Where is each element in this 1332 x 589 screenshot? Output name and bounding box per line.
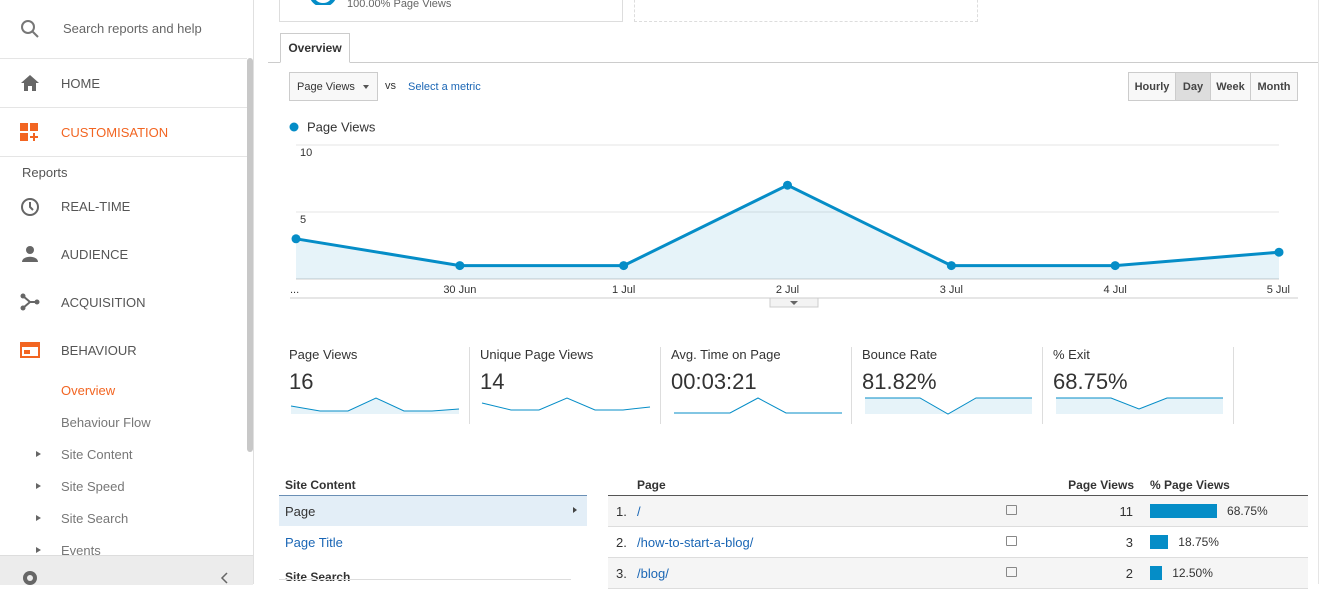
scrollbar[interactable]	[247, 58, 253, 452]
data-point	[291, 234, 301, 244]
audience-icon	[22, 246, 38, 262]
search-box[interactable]: Search reports and help	[63, 21, 202, 36]
nav-site-speed[interactable]: Site Speed	[61, 479, 125, 494]
nav-overview[interactable]: Overview	[61, 383, 116, 398]
percent-label: 18.75%	[1178, 535, 1219, 549]
row-index: 1.	[616, 504, 627, 519]
area-fill	[296, 185, 1279, 279]
open-page-icon[interactable]	[1006, 536, 1017, 546]
page-link[interactable]: /blog/	[637, 566, 669, 581]
sidebar-footer	[0, 555, 253, 585]
summary-text: 100.00% Page Views	[347, 0, 452, 10]
interval-week[interactable]: Week	[1210, 72, 1251, 101]
col-header-views: Page Views	[1068, 478, 1134, 492]
x-tick-label: ...	[290, 284, 299, 296]
nav-site-search[interactable]: Site Search	[61, 511, 129, 526]
site-content-title: Site Content	[285, 478, 356, 492]
nav-behaviour-flow[interactable]: Behaviour Flow	[61, 415, 151, 430]
open-page-icon[interactable]	[1006, 505, 1017, 515]
empty-card	[634, 0, 978, 22]
scorecard-value: 14	[480, 369, 505, 394]
behaviour-icon	[20, 342, 40, 358]
search-icon	[21, 20, 39, 38]
percent-label: 68.75%	[1227, 504, 1268, 518]
y-tick-label: 5	[300, 214, 306, 226]
x-tick-label: 1 Jul	[612, 284, 635, 296]
percent-bar	[1150, 566, 1163, 580]
data-point	[783, 180, 792, 190]
sidebar: Search reports and help HOME CUSTOMISATI…	[0, 0, 254, 585]
dimension-page-row[interactable]: Page	[279, 496, 587, 526]
page-link[interactable]: /	[637, 504, 641, 519]
y-tick-label: 10	[300, 147, 312, 159]
percent-bar	[1150, 504, 1218, 518]
percent-bar	[1150, 535, 1169, 549]
row-index: 2.	[616, 535, 627, 550]
interval-month[interactable]: Month	[1250, 72, 1298, 101]
interval-day[interactable]: Day	[1175, 72, 1211, 101]
nav-behaviour[interactable]: BEHAVIOUR	[61, 343, 137, 358]
page-views: 2	[1125, 566, 1133, 581]
scorecard-label: Bounce Rate	[862, 347, 938, 362]
tab-overview[interactable]: Overview	[280, 33, 350, 63]
scorecard-label: Unique Page Views	[480, 347, 594, 362]
data-point	[455, 261, 465, 271]
col-header-percent: % Page Views	[1150, 478, 1230, 492]
reports-heading: Reports	[22, 165, 68, 180]
scorecard-label: Page Views	[289, 347, 358, 362]
percent-label: 12.50%	[1172, 566, 1213, 580]
open-page-icon[interactable]	[1006, 567, 1017, 577]
summary-card: 100.00% Page Views	[279, 0, 623, 22]
customisation-icon	[20, 123, 38, 141]
x-tick-label: 5 Jul	[1267, 284, 1290, 296]
sparklines	[290, 397, 1223, 415]
data-point	[946, 261, 956, 271]
scorecard-value: 00:03:21	[671, 369, 757, 394]
nav-acquisition[interactable]: ACQUISITION	[61, 295, 146, 310]
page-views: 11	[1119, 504, 1134, 519]
scorecard-value: 81.82%	[862, 369, 937, 394]
legend-marker	[289, 122, 299, 132]
site-search-title: Site Search	[285, 570, 351, 584]
legend-label: Page Views	[307, 119, 376, 134]
nav-home[interactable]: HOME	[61, 76, 100, 91]
data-point	[1274, 247, 1284, 257]
vs-label: vs	[385, 80, 396, 92]
metric-select-label: Page Views	[297, 81, 355, 93]
acquisition-icon	[20, 293, 40, 311]
nav-realtime[interactable]: REAL-TIME	[61, 199, 131, 214]
page-link[interactable]: /how-to-start-a-blog/	[637, 535, 754, 550]
data-point	[1110, 261, 1120, 271]
realtime-icon	[21, 198, 39, 216]
scorecard-value: 16	[289, 369, 314, 394]
scorecard-label: Avg. Time on Page	[671, 347, 781, 362]
dimension-page-title[interactable]: Page Title	[285, 535, 343, 550]
metric-select[interactable]: Page Views	[289, 72, 378, 101]
dimension-page: Page	[285, 504, 316, 519]
nav-audience[interactable]: AUDIENCE	[61, 247, 129, 262]
settings-icon[interactable]	[20, 568, 40, 585]
x-tick-label: 30 Jun	[443, 284, 476, 296]
x-tick-label: 4 Jul	[1104, 284, 1127, 296]
table-row	[608, 527, 1308, 558]
x-tick-label: 2 Jul	[776, 284, 799, 296]
select-metric-link[interactable]: Select a metric	[408, 81, 481, 93]
scorecard-label: % Exit	[1053, 347, 1090, 362]
line-chart: 5 10... 30 Jun 1 Jul 2 Jul 3 Jul 4 Jul 5 Jul Pag…	[289, 119, 1298, 308]
nav-site-content[interactable]: Site Content	[61, 447, 133, 462]
interval-hourly[interactable]: Hourly	[1128, 72, 1176, 101]
home-icon	[21, 75, 39, 91]
nav-customisation[interactable]: CUSTOMISATION	[61, 125, 169, 140]
collapse-icon[interactable]	[220, 572, 230, 584]
col-header-page: Page	[637, 478, 666, 492]
page-views: 3	[1125, 535, 1133, 550]
data-point	[619, 261, 629, 271]
row-index: 3.	[616, 566, 627, 581]
scorecard-value: 68.75%	[1053, 369, 1128, 394]
x-tick-label: 3 Jul	[940, 284, 963, 296]
nav-events[interactable]: Events	[61, 543, 101, 558]
